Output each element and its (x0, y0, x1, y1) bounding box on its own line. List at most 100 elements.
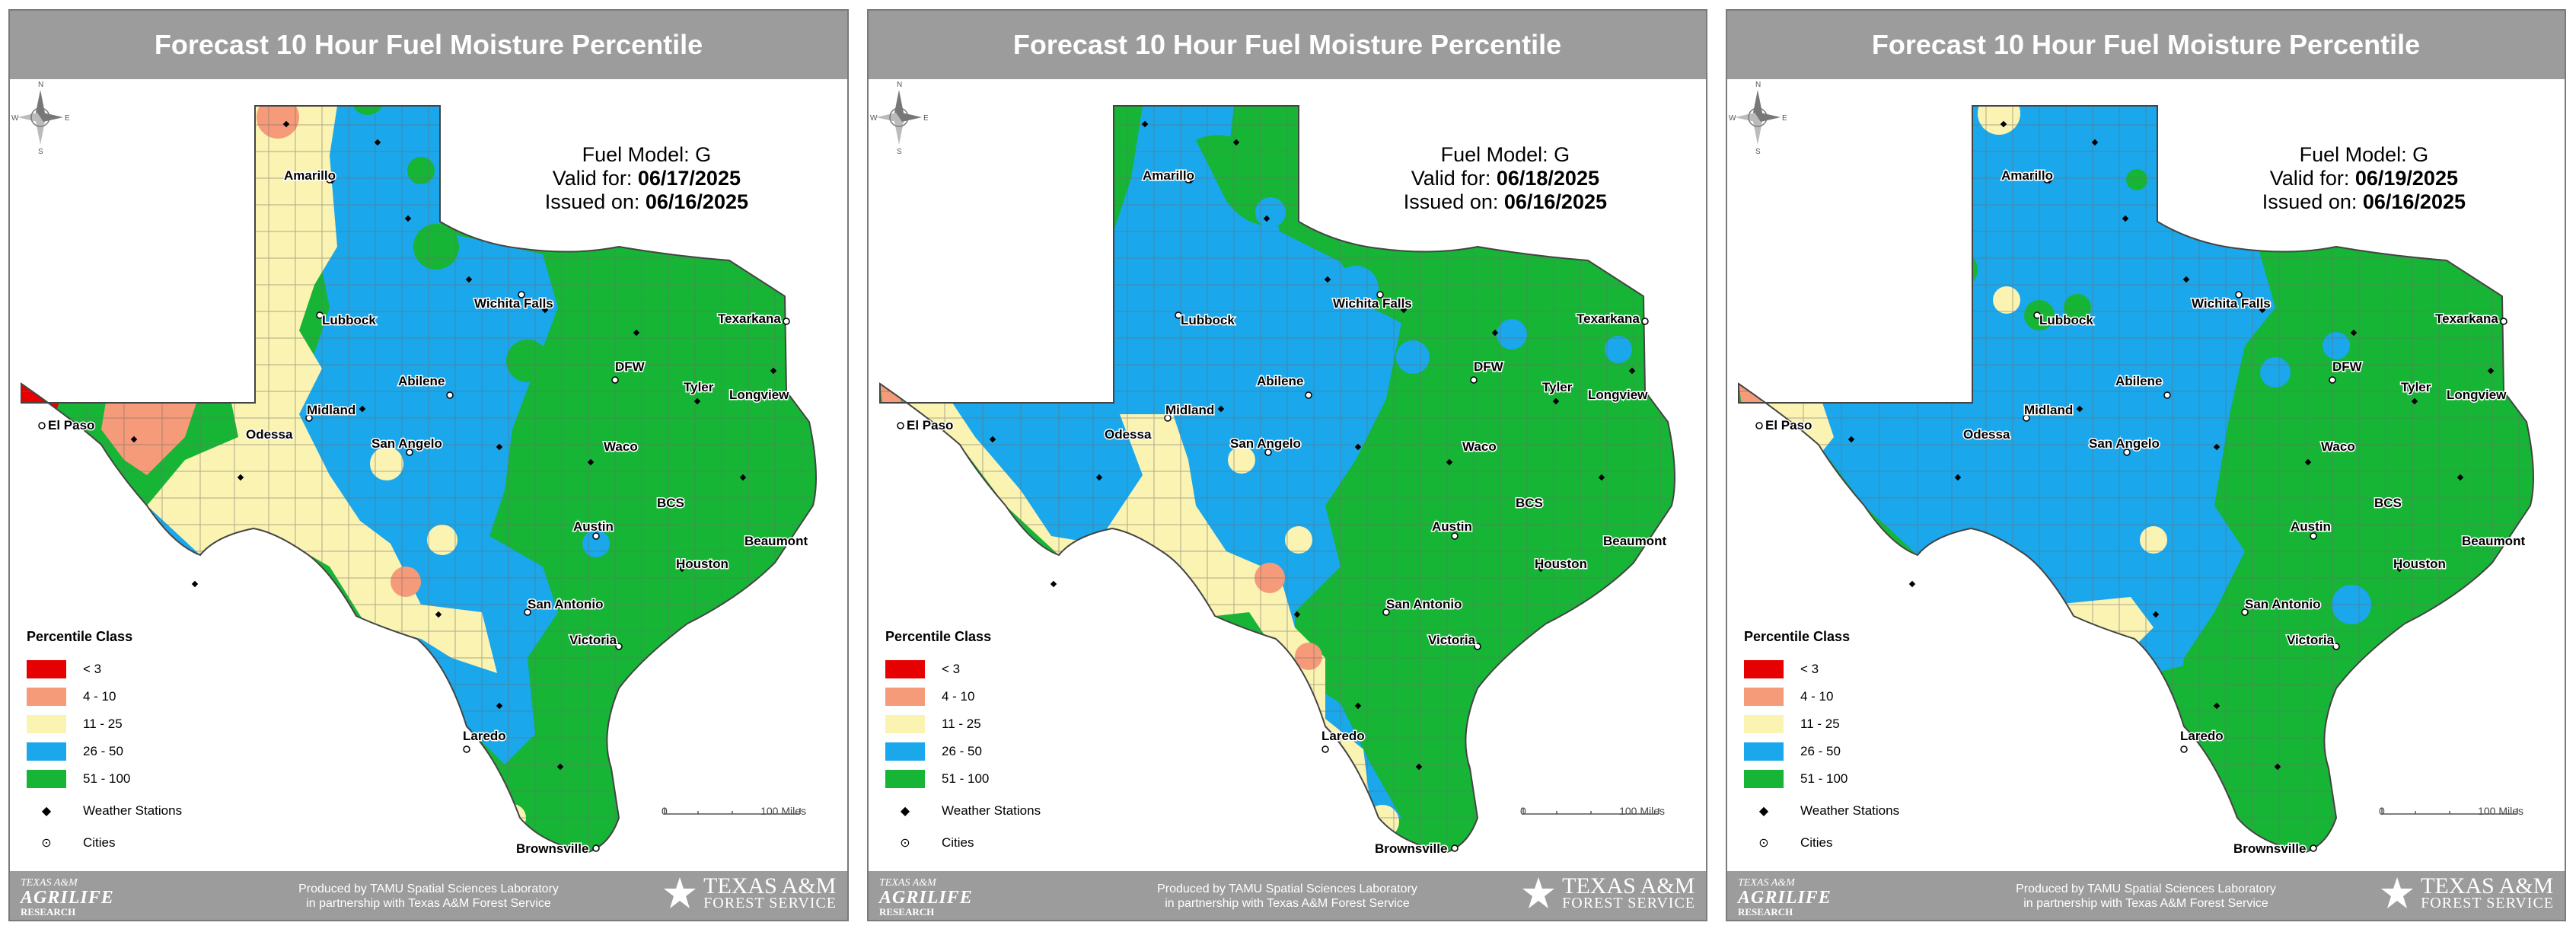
city-label-laredo: Laredo (2180, 729, 2224, 743)
city-label-amarillo: Amarillo (284, 168, 336, 183)
north-arrow-icon: N S W E (11, 81, 70, 155)
legend-swatch (1744, 660, 1784, 678)
city-label-victoria: Victoria (569, 633, 617, 647)
city-label-dfw: DFW (1474, 359, 1504, 374)
city-label-el-paso: El Paso (907, 418, 953, 432)
legend-item: 51 - 100 (27, 765, 182, 793)
diamond-icon: ◆ (41, 805, 52, 818)
legend-swatch (27, 688, 66, 706)
issued-on: Issued on: 06/16/2025 (2262, 190, 2466, 213)
legend: Percentile Class < 3 4 - 10 11 - 25 26 -… (1744, 629, 1899, 857)
map-panel-0619: Forecast 10 Hour Fuel Moisture Percentil… (1726, 9, 2566, 921)
forest-service-logo: TEXAS A&M FOREST SERVICE (2380, 875, 2554, 911)
city-label-san-angelo: San Angelo (1230, 436, 1301, 451)
diamond-icon: ◆ (1758, 805, 1769, 818)
city-label-san-antonio: San Antonio (528, 597, 603, 611)
footer-credit: Produced by TAMU Spatial Sciences Labora… (298, 883, 559, 910)
city-label-texarkana: Texarkana (718, 311, 781, 326)
svg-text:W: W (11, 114, 19, 123)
city-label-abilene: Abilene (398, 374, 445, 388)
legend-item: 26 - 50 (1744, 738, 1899, 765)
valid-for: Valid for: 06/19/2025 (2269, 167, 2458, 190)
panel-title: Forecast 10 Hour Fuel Moisture Percentil… (1727, 11, 2565, 79)
legend-cities: ⊙ Cities (885, 829, 1041, 857)
legend-cities: ⊙ Cities (27, 829, 182, 857)
city-label-laredo: Laredo (463, 729, 506, 743)
city-label-austin: Austin (1432, 519, 1472, 534)
city-label-waco: Waco (604, 439, 638, 454)
legend-item: 26 - 50 (885, 738, 1041, 765)
texas-map: Amarillo Lubbock Wichita Falls Texarkana… (869, 79, 1706, 880)
city-label-midland: Midland (307, 403, 355, 417)
city-label-lubbock: Lubbock (2039, 313, 2093, 327)
svg-text:E: E (1782, 114, 1787, 123)
city-dot-icon: ⊙ (1758, 837, 1769, 850)
fuel-model: Fuel Model: G (1440, 143, 1570, 166)
legend-item: 11 - 25 (1744, 710, 1899, 738)
city-label-waco: Waco (2321, 439, 2355, 454)
city-label-amarillo: Amarillo (1143, 168, 1194, 183)
svg-text:N: N (1755, 81, 1761, 89)
city-label-texarkana: Texarkana (1577, 311, 1640, 326)
legend-item: < 3 (27, 656, 182, 683)
city-label-wichita-falls: Wichita Falls (1333, 296, 1412, 311)
north-arrow-icon: N S W E (870, 81, 929, 155)
legend-swatch (1744, 742, 1784, 761)
legend-title: Percentile Class (885, 629, 992, 644)
north-arrow-icon: N S W E (1729, 81, 1787, 155)
city-label-waco: Waco (1462, 439, 1497, 454)
issued-on: Issued on: 06/16/2025 (1403, 190, 1607, 213)
legend-swatch (1744, 770, 1784, 788)
scale-bar-graphic (1522, 808, 1659, 815)
agrilife-logo: TEXAS A&M AGRILIFE RESEARCH (21, 877, 114, 918)
legend-swatch (885, 660, 925, 678)
city-label-brownsville: Brownsville (516, 841, 588, 856)
city-labels: Amarillo Lubbock Wichita Falls Texarkana… (47, 168, 809, 857)
scale-bar-graphic (2381, 808, 2518, 815)
legend-weather-stations: ◆ Weather Stations (1744, 797, 1899, 825)
legend-title: Percentile Class (27, 629, 133, 644)
map-panel-0618: Forecast 10 Hour Fuel Moisture Percentil… (867, 9, 1707, 921)
city-label-el-paso: El Paso (1765, 418, 1812, 432)
svg-text:S: S (897, 148, 902, 155)
svg-text:S: S (38, 148, 43, 155)
fuel-model: Fuel Model: G (2299, 143, 2429, 166)
legend-swatch (885, 715, 925, 733)
city-label-odessa: Odessa (1963, 427, 2010, 442)
legend-item: 4 - 10 (27, 683, 182, 710)
footer: TEXAS A&M AGRILIFE RESEARCH Produced by … (1727, 871, 2565, 920)
city-label-laredo: Laredo (1321, 729, 1365, 743)
svg-text:W: W (870, 114, 878, 123)
map-info: Fuel Model: G Valid for: 06/19/2025 Issu… (2262, 143, 2466, 214)
forest-service-logo: TEXAS A&M FOREST SERVICE (1521, 875, 1695, 911)
texas-map-svg: Amarillo Lubbock Wichita Falls Texarkana… (21, 105, 817, 857)
issued-date: 06/16/2025 (1503, 190, 1607, 213)
legend-swatch (885, 688, 925, 706)
city-labels: Amarillo Lubbock Wichita Falls Texarkana… (1765, 168, 2527, 857)
city-label-brownsville: Brownsville (2233, 841, 2306, 856)
valid-for: Valid for: 06/17/2025 (552, 167, 741, 190)
city-label-austin: Austin (2291, 519, 2331, 534)
city-dot-icon: ⊙ (41, 837, 52, 850)
legend-swatch (27, 770, 66, 788)
footer-credit: Produced by TAMU Spatial Sciences Labora… (2016, 883, 2276, 910)
city-label-abilene: Abilene (2115, 374, 2162, 388)
city-label-beaumont: Beaumont (2462, 534, 2525, 548)
city-label-san-angelo: San Angelo (2089, 436, 2160, 451)
map-info: Fuel Model: G Valid for: 06/17/2025 Issu… (545, 143, 748, 214)
city-label-longview: Longview (2447, 388, 2507, 402)
city-label-dfw: DFW (615, 359, 646, 374)
city-label-dfw: DFW (2332, 359, 2363, 374)
legend: Percentile Class < 3 4 - 10 11 - 25 26 -… (27, 629, 182, 857)
city-label-san-antonio: San Antonio (1386, 597, 1462, 611)
legend-item: 51 - 100 (1744, 765, 1899, 793)
issued-date: 06/16/2025 (2362, 190, 2466, 213)
city-markers (1755, 176, 2507, 852)
map-info: Fuel Model: G Valid for: 06/18/2025 Issu… (1404, 143, 1607, 214)
city-label-san-angelo: San Angelo (371, 436, 442, 451)
city-label-wichita-falls: Wichita Falls (474, 296, 553, 311)
legend-cities: ⊙ Cities (1744, 829, 1899, 857)
forest-service-logo: TEXAS A&M FOREST SERVICE (662, 875, 837, 911)
city-label-odessa: Odessa (1105, 427, 1152, 442)
city-label-odessa: Odessa (246, 427, 293, 442)
